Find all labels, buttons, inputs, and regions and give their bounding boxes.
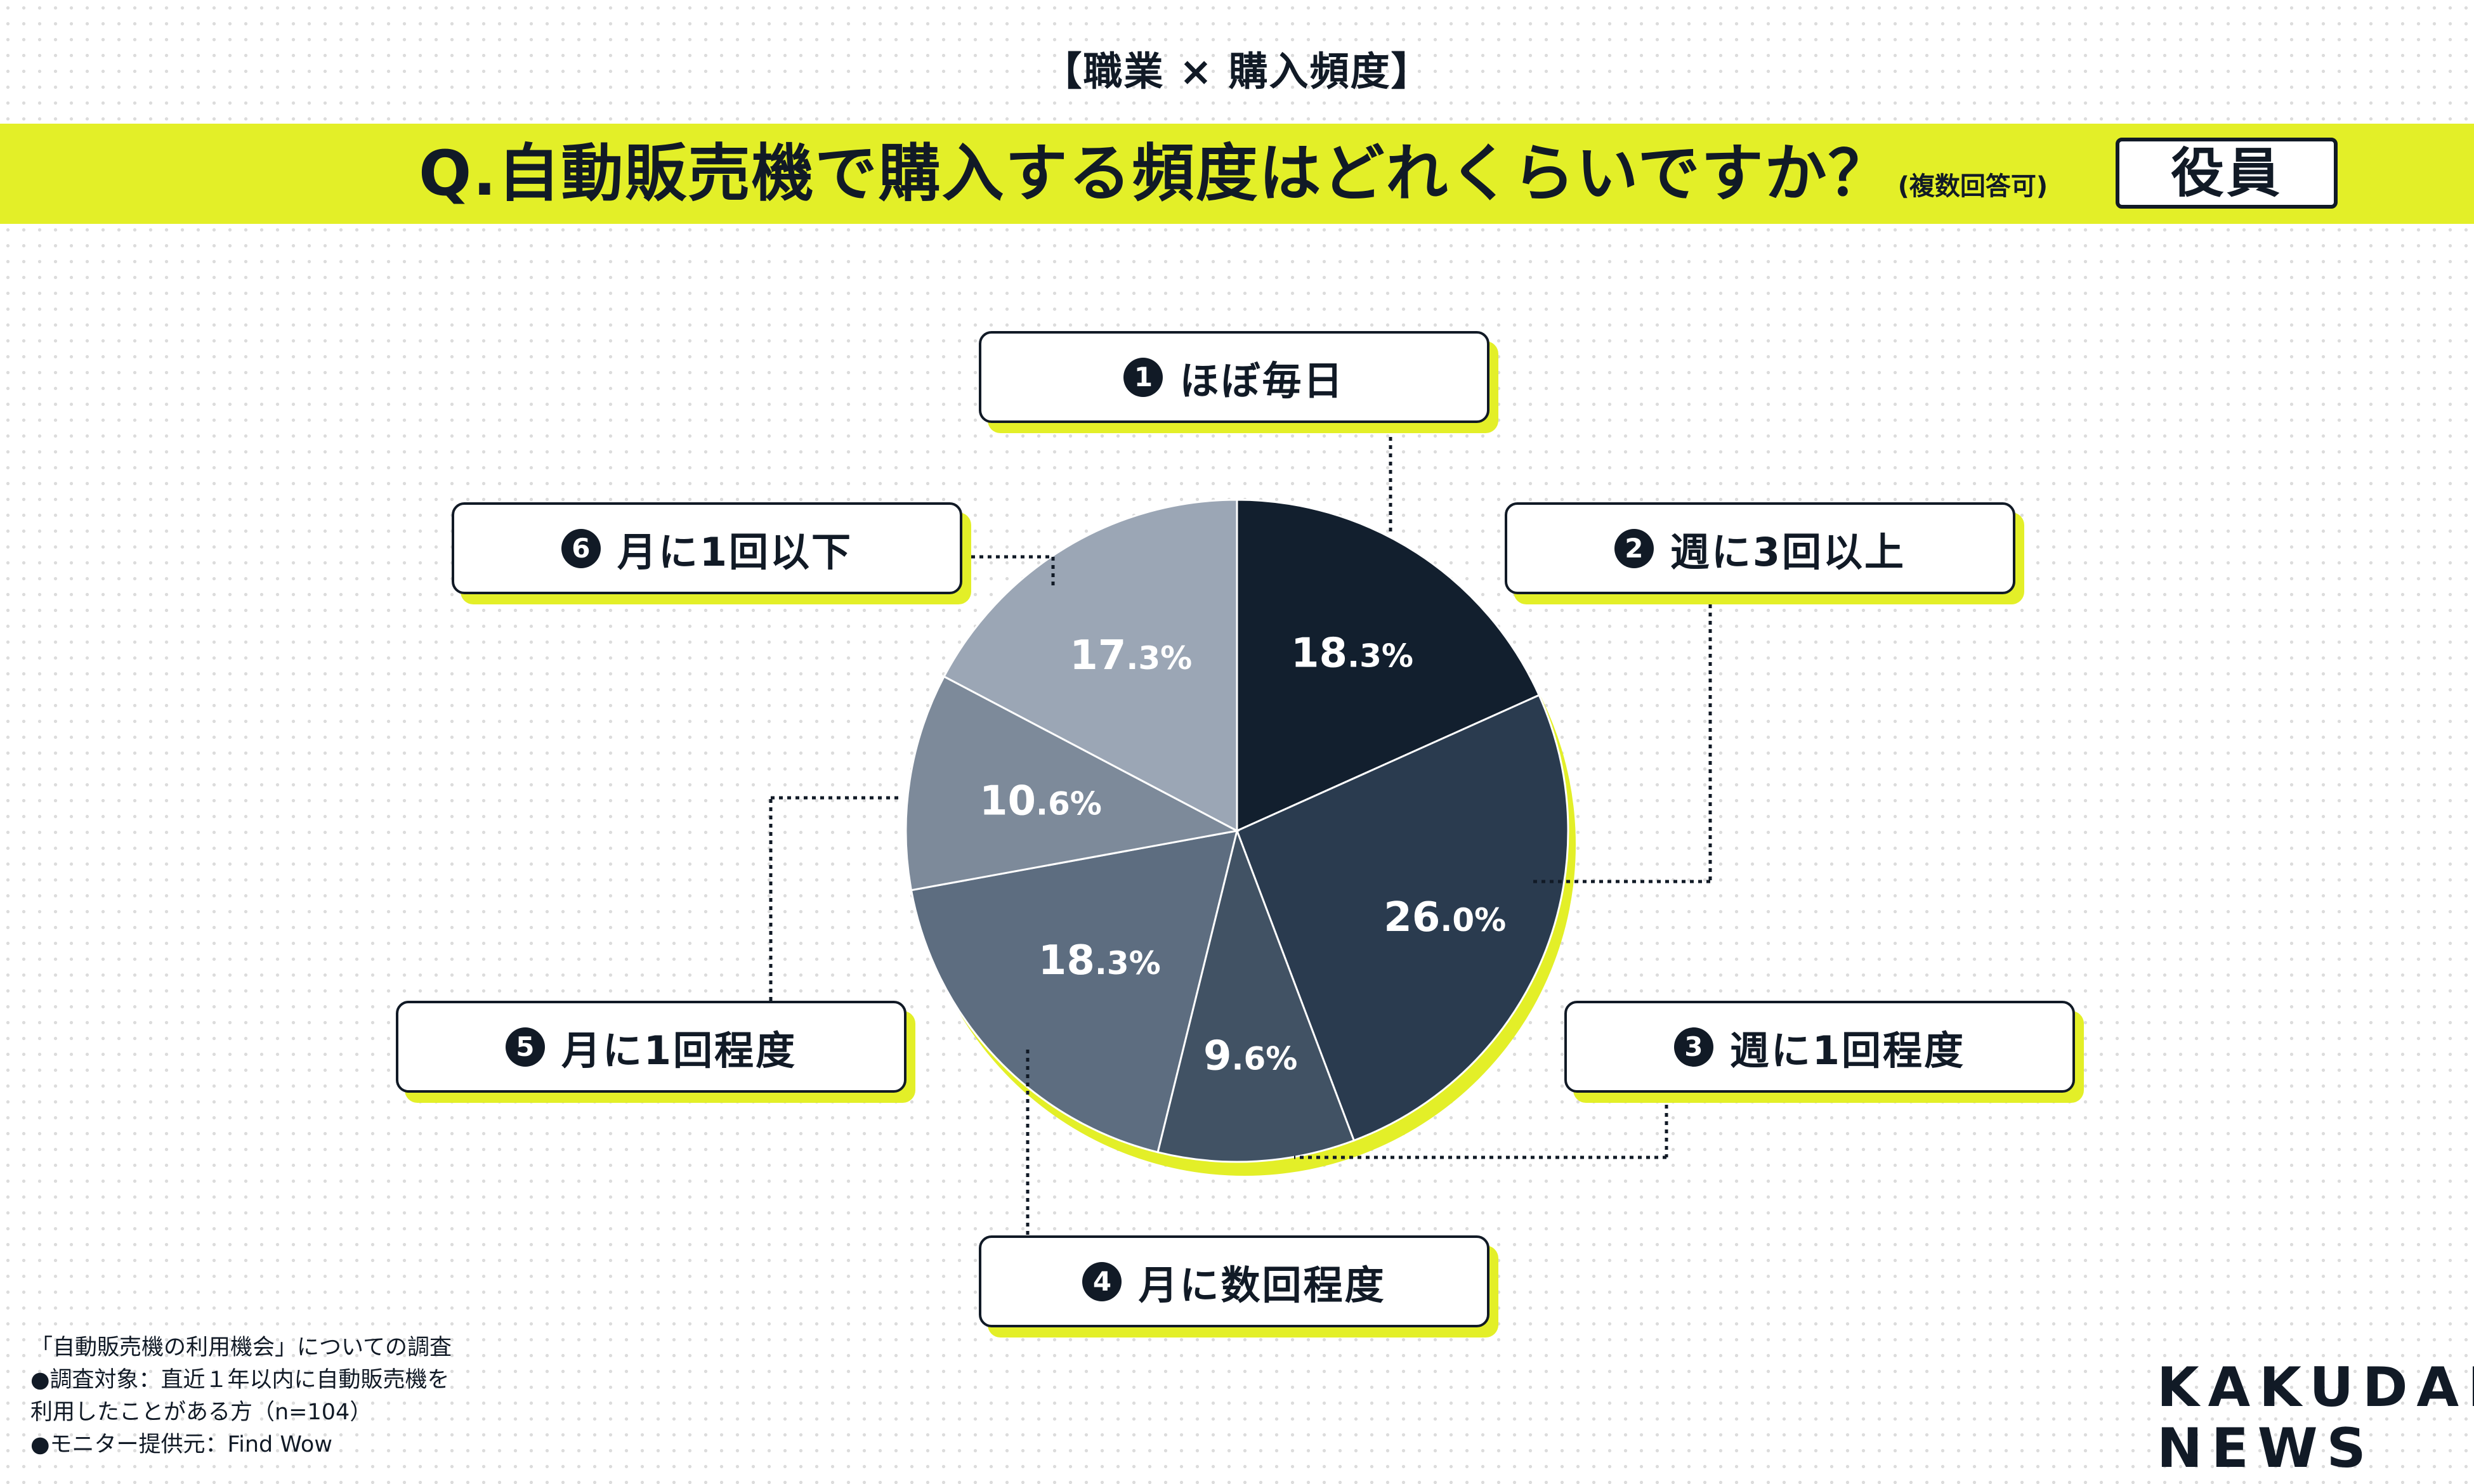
pie-slice-4 — [910, 830, 1239, 1154]
pie-label-2: 26.0% — [1384, 894, 1506, 941]
pie-slice-2 — [1236, 694, 1569, 1142]
pie-label-1: 18.3% — [1291, 630, 1413, 677]
legend-item-5: 5 月に1回程度 — [396, 1001, 906, 1093]
pie-label-3: 9.6% — [1203, 1032, 1297, 1079]
footnote-target-cont: 利用したことがある方（n=104） — [30, 1400, 372, 1425]
legend-number-6: 6 — [561, 528, 601, 568]
pie-labels: 18.3% 26.0% 9.6% 18.3% 10.6% 17.3% — [979, 630, 1506, 1080]
chart-category: 【職業 × 購入頻度】 — [1042, 48, 1432, 94]
footnote: 「自動販売機の利用機会」についての調査 ●調査対象：直近１年以内に自動販売機を … — [30, 1332, 601, 1461]
legend-item-4: 4 月に数回程度 — [979, 1235, 1489, 1327]
brand-line-1: KAKUDAI — [2157, 1356, 2474, 1419]
question-note: (複数回答可) — [1897, 172, 2048, 201]
legend-label-1: ほぼ毎日 — [1179, 357, 1345, 404]
pie-label-5: 10.6% — [979, 778, 1102, 825]
legend-label-6: 月に1回以下 — [617, 528, 853, 575]
legend-label-3: 週に1回程度 — [1729, 1027, 1966, 1074]
footnote-source: ●モニター提供元：Find Wow — [30, 1432, 332, 1457]
brand-logo: KAKUDAI NEWS — [2157, 1356, 2474, 1480]
question-banner: Q.自動販売機で購入する頻度はどれくらいですか？ (複数回答可) 役員 — [0, 124, 2474, 224]
pie-slice-6 — [943, 498, 1238, 833]
legend-label-2: 週に3回以上 — [1670, 528, 1906, 575]
legend-number-1: 1 — [1123, 357, 1163, 397]
legend-item-2: 2 週に3回以上 — [1505, 502, 2015, 594]
legend-number-4: 4 — [1082, 1261, 1122, 1301]
pie-slice-3 — [1156, 827, 1356, 1163]
pie-slice-1 — [1236, 498, 1541, 833]
legend-label-4: 月に数回程度 — [1138, 1261, 1386, 1308]
legend-number-3: 3 — [1673, 1027, 1713, 1067]
legend-label-5: 月に1回程度 — [561, 1027, 797, 1074]
pie-label-6: 17.3% — [1070, 632, 1192, 679]
pie-slices — [905, 498, 1569, 1163]
footnote-target: ●調査対象：直近１年以内に自動販売機を — [30, 1367, 450, 1393]
legend-number-2: 2 — [1614, 528, 1654, 568]
role-badge: 役員 — [2116, 138, 2338, 209]
legend-number-5: 5 — [505, 1027, 545, 1067]
brand-line-2: NEWS — [2157, 1417, 2375, 1480]
pie-label-4: 18.3% — [1038, 937, 1161, 984]
footnote-survey-title: 「自動販売機の利用機会」についての調査 — [30, 1335, 452, 1360]
legend-item-1: 1 ほぼ毎日 — [979, 331, 1489, 423]
legend-item-3: 3 週に1回程度 — [1564, 1001, 2075, 1093]
pie-slice-5 — [905, 675, 1240, 892]
question-text: Q.自動販売機で購入する頻度はどれくらいですか？ — [419, 138, 1892, 210]
legend-item-6: 6 月に1回以下 — [452, 502, 962, 594]
question-title: Q.自動販売機で購入する頻度はどれくらいですか？ (複数回答可) — [419, 124, 2048, 224]
